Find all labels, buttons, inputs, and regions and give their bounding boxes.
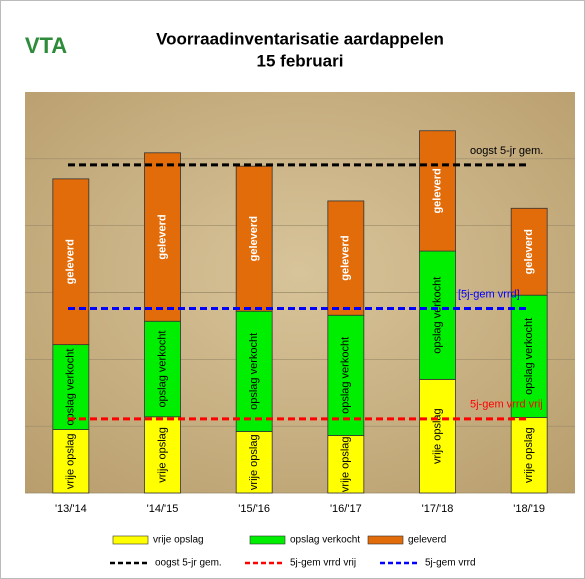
segment-label: geleverd: [523, 229, 535, 274]
x-tick-label: '18/'19: [513, 503, 545, 515]
segment-label: opslag verkocht: [431, 277, 443, 354]
segment-label: vrije opslag: [248, 434, 260, 490]
chart-subtitle: 15 februari: [257, 51, 344, 70]
logo: VTA: [25, 33, 67, 58]
chart-title: Voorraadinventarisatie aardappelen: [156, 29, 444, 48]
reference-label: oogst 5-jr gem.: [470, 145, 543, 157]
legend-label: geleverd: [408, 535, 446, 546]
legend-label: 5j-gem vrrd vrij: [290, 558, 356, 569]
segment-label: vrije opslag: [156, 427, 168, 483]
x-tick-label: '17/'18: [422, 503, 454, 515]
segment-label: opslag verkocht: [340, 337, 352, 414]
segment-label: vrije opslag: [65, 433, 77, 489]
segment-label: geleverd: [65, 239, 77, 284]
legend-label: opslag verkocht: [290, 535, 360, 546]
segment-label: geleverd: [340, 235, 352, 280]
chart: VTA Voorraadinventarisatie aardappelen 1…: [0, 0, 585, 579]
legend-swatch: [250, 536, 285, 544]
x-tick-label: '15/'16: [238, 503, 270, 515]
x-tick-label: '16/'17: [330, 503, 362, 515]
reference-label: 5j-gem vrrd vrij: [470, 399, 543, 411]
segment-label: opslag verkocht: [523, 318, 535, 395]
segment-label: opslag verkocht: [156, 331, 168, 408]
segment-label: geleverd: [431, 168, 443, 213]
legend-swatch: [113, 536, 148, 544]
legend-label: 5j-gem vrrd: [425, 558, 476, 569]
segment-label: vrije opslag: [340, 436, 352, 492]
x-tick-label: '13/'14: [55, 503, 87, 515]
legend-swatch: [368, 536, 403, 544]
legend-label: vrije opslag: [153, 535, 204, 546]
segment-label: opslag verkocht: [65, 349, 77, 426]
legend-label: oogst 5-jr gem.: [155, 558, 222, 569]
segment-label: vrije opslag: [523, 427, 535, 483]
segment-label: geleverd: [248, 216, 260, 261]
segment-label: geleverd: [156, 214, 168, 259]
segment-label: opslag verkocht: [248, 333, 260, 410]
reference-label: [5j-gem vrrd]: [458, 288, 520, 300]
segment-label: vrije opslag: [431, 408, 443, 464]
x-tick-label: '14/'15: [147, 503, 179, 515]
